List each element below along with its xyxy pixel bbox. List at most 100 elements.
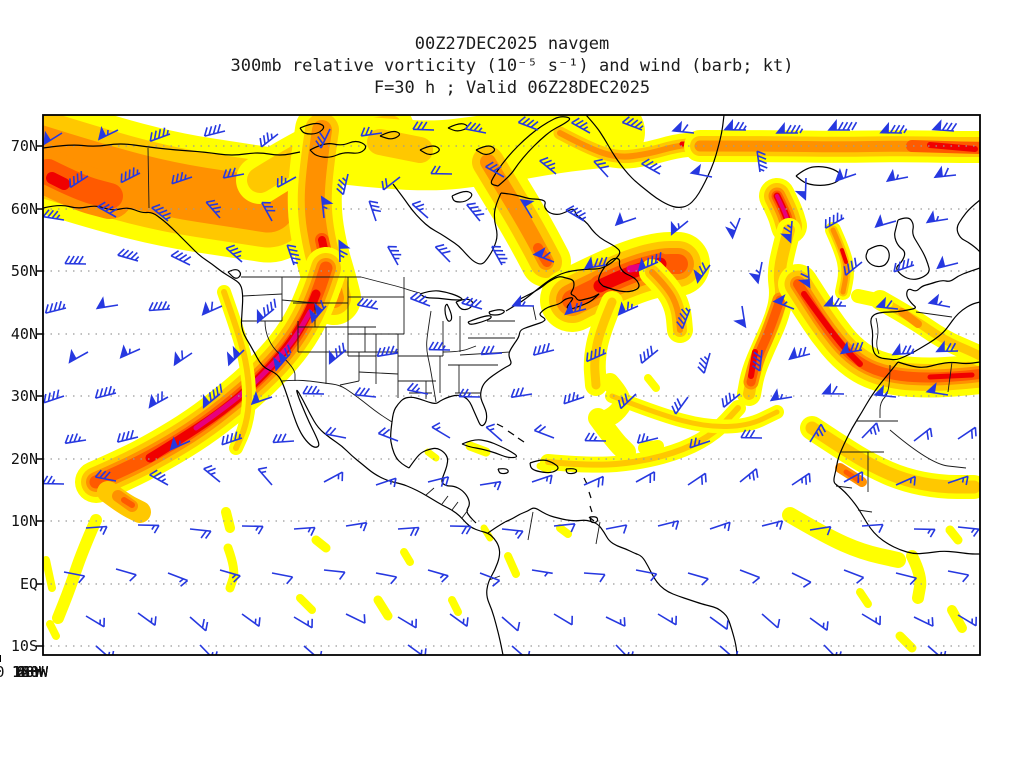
wind-barb [137, 524, 160, 534]
wind-barb [479, 572, 501, 587]
wind-barb [809, 423, 827, 443]
map-frame [0, 114, 981, 662]
wind-barb [225, 244, 243, 263]
wind-barb [250, 391, 273, 406]
wind-barb [120, 167, 141, 184]
wind-barb [95, 296, 119, 310]
wind-barb [376, 345, 399, 358]
wind-barb [615, 644, 634, 655]
wind-barb [117, 248, 140, 262]
wind-barb [875, 296, 899, 310]
wind-barb [957, 526, 980, 537]
wind-barb [861, 523, 884, 533]
lat-tick-label: 10S [10, 637, 38, 655]
chart-title-model-run: 00Z27DEC2025 navgem [414, 34, 610, 54]
wind-barb [895, 572, 917, 586]
wind-barb [809, 525, 832, 536]
wind-barb [843, 569, 865, 584]
wind-barb [891, 342, 915, 356]
wind-barb [479, 480, 502, 491]
wind-barb [276, 175, 297, 188]
wind-barb [586, 347, 607, 363]
wind-barb [293, 616, 313, 629]
wind-barb [434, 243, 451, 263]
wind-barb [137, 612, 157, 626]
wind-barb [309, 299, 327, 324]
lon-tick-label: 140W [11, 663, 49, 681]
wind-barb [119, 344, 141, 359]
lat-tick-label: 20N [10, 450, 38, 468]
wind-barb [797, 265, 811, 289]
wind-barb [303, 645, 323, 655]
wind-barb [97, 126, 119, 141]
wind-barb [323, 471, 344, 483]
wind-barb [189, 616, 209, 632]
wind-barb [466, 202, 485, 222]
wind-barb [533, 424, 555, 439]
wind-barb [614, 212, 637, 227]
wind-barb [510, 387, 533, 399]
wind-barb [823, 644, 842, 655]
wind-barb [116, 429, 139, 443]
wind-barb [491, 245, 508, 266]
wind-barb [780, 220, 793, 244]
wind-barb [293, 526, 316, 536]
wind-barb [861, 422, 880, 439]
wind-barb [273, 344, 292, 372]
wind-barb [375, 477, 397, 488]
wind-barb [671, 120, 695, 134]
wind-barb [171, 171, 193, 185]
wind-barb [635, 569, 658, 582]
wind-barb [553, 613, 573, 626]
wind-barb [725, 217, 741, 240]
wind-barb [256, 298, 277, 324]
wind-barb [947, 475, 969, 486]
wind-barb [532, 247, 555, 263]
wind-barb [639, 345, 659, 364]
wind-barb [927, 293, 951, 308]
wind-barb [553, 523, 576, 533]
wind-barb [397, 526, 420, 537]
wind-barb [709, 616, 729, 630]
wind-barb [957, 614, 977, 627]
lon-tick-label: 80W [16, 663, 44, 681]
wind-barb [241, 613, 261, 627]
wind-barb [827, 119, 858, 131]
wind-barb [791, 472, 811, 486]
wind-barb [823, 294, 847, 307]
wind-barb [517, 116, 539, 131]
wind-barb [407, 644, 427, 655]
wind-barb [583, 475, 604, 488]
wind-barb [44, 300, 67, 314]
wind-barb [427, 476, 450, 487]
wind-barb [676, 307, 691, 330]
wind-barb [739, 569, 761, 584]
wind-barb [345, 521, 368, 532]
wind-barb [461, 296, 483, 310]
wind-barb [375, 572, 398, 585]
lat-tick-label: 40N [10, 325, 38, 343]
wind-barb [687, 472, 707, 486]
wind-barb [381, 176, 401, 191]
wind-barb [368, 200, 382, 222]
wind-barb [761, 613, 781, 629]
wind-barb [222, 167, 245, 179]
wind-barb [458, 388, 481, 398]
wind-barb [913, 528, 936, 538]
lat-tick-label: 30N [10, 387, 38, 405]
wind-barb [199, 644, 218, 655]
wind-barb [272, 433, 295, 444]
wind-barb [95, 645, 115, 655]
wind-barb [464, 121, 487, 134]
wind-barb [689, 437, 711, 449]
wind-barb [913, 427, 933, 442]
wind-barb [583, 256, 608, 270]
wind-barb [723, 118, 747, 131]
wind-barb [834, 168, 857, 183]
wind-barb [485, 161, 505, 178]
wind-barb [719, 645, 739, 655]
wind-barb [205, 199, 222, 219]
wind-barb [756, 150, 768, 173]
wind-barb [412, 121, 435, 131]
lat-lon-gridlines [43, 145, 980, 647]
